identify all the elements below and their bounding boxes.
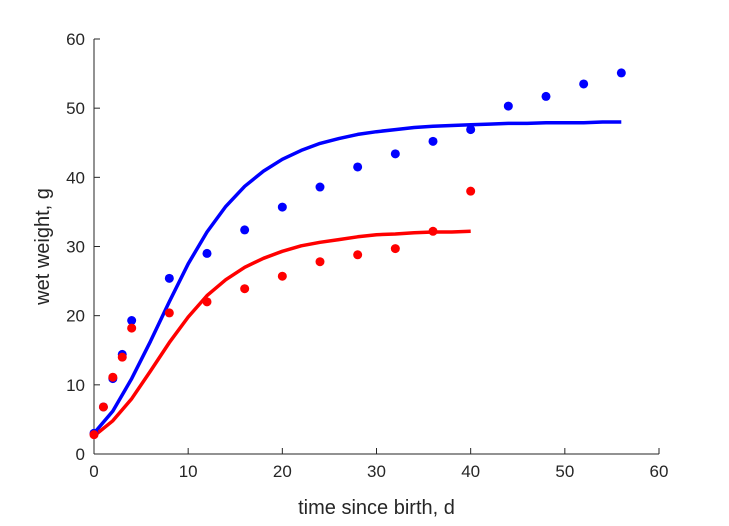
- data-point-0: [164, 273, 174, 283]
- x-tick-label: 10: [179, 462, 198, 481]
- data-point-0: [390, 149, 400, 159]
- data-point-1: [428, 226, 438, 236]
- y-tick-label: 30: [66, 238, 85, 257]
- data-point-0: [127, 316, 137, 326]
- data-point-1: [240, 284, 250, 294]
- x-tick-label: 0: [89, 462, 98, 481]
- fit-curves: [92, 120, 622, 438]
- data-point-0: [428, 136, 438, 146]
- data-point-0: [315, 182, 325, 192]
- data-point-0: [277, 202, 287, 212]
- fit-curve-0: [92, 120, 622, 435]
- data-point-1: [89, 430, 99, 440]
- y-tick-label: 10: [66, 376, 85, 395]
- data-point-0: [541, 91, 551, 101]
- data-point-1: [202, 297, 212, 307]
- data-point-1: [164, 308, 174, 318]
- data-point-1: [315, 257, 325, 267]
- x-tick-label: 20: [273, 462, 292, 481]
- x-tick-label: 40: [461, 462, 480, 481]
- y-tick-label: 50: [66, 99, 85, 118]
- data-points: [89, 68, 626, 440]
- data-point-1: [466, 186, 476, 196]
- data-point-0: [579, 79, 589, 89]
- data-point-1: [108, 372, 118, 382]
- y-tick-label: 20: [66, 307, 85, 326]
- data-point-0: [353, 162, 363, 172]
- data-point-1: [390, 244, 400, 254]
- data-point-1: [353, 250, 363, 260]
- data-point-0: [240, 225, 250, 235]
- x-axis-label: time since birth, d: [298, 497, 455, 519]
- axes: 0 10 20 30 40 50 60 0 10 20 30 40 50 60: [66, 30, 668, 481]
- data-point-0: [202, 248, 212, 258]
- x-tick-label: 30: [367, 462, 386, 481]
- fit-curve-1: [92, 229, 471, 438]
- data-point-1: [277, 271, 287, 281]
- x-tick-label: 50: [555, 462, 574, 481]
- x-tick-label: 60: [650, 462, 669, 481]
- y-tick-label: 40: [66, 168, 85, 187]
- data-point-0: [466, 125, 476, 135]
- y-axis-label: wet weight, g: [32, 188, 54, 306]
- data-point-0: [503, 101, 513, 111]
- data-point-0: [616, 68, 626, 78]
- data-point-1: [127, 323, 137, 333]
- data-point-1: [117, 352, 127, 362]
- y-tick-label: 60: [66, 30, 85, 49]
- y-tick-label: 0: [76, 445, 85, 464]
- data-point-1: [98, 402, 108, 412]
